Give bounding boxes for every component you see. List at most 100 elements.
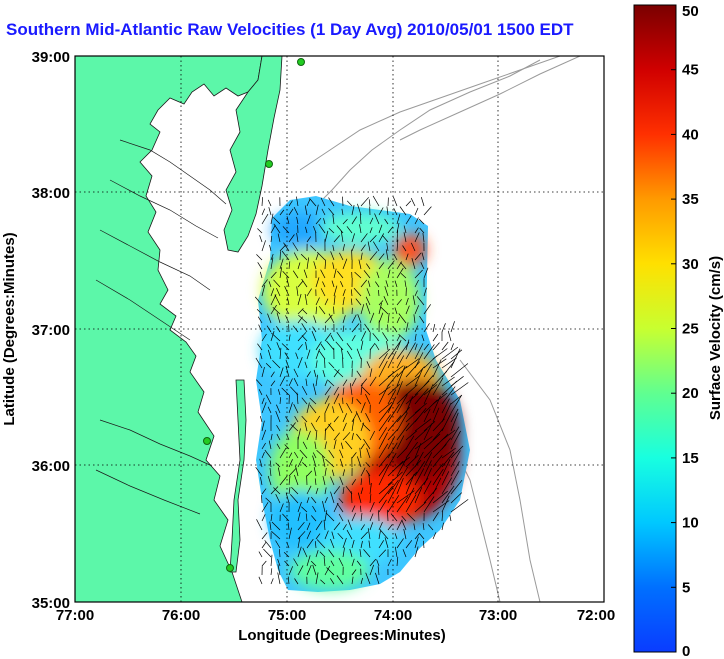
y-tick: 35:00 [32, 595, 70, 612]
velocity-arrow [414, 343, 424, 360]
velocity-arrow [387, 383, 400, 396]
velocity-arrow [284, 352, 290, 360]
velocity-arrow [279, 347, 282, 360]
velocity-arrow [302, 309, 308, 315]
velocity-arrow [351, 452, 357, 459]
velocity-arrow [360, 540, 363, 549]
velocity-arrow [285, 416, 290, 423]
y-tick: 38:00 [32, 185, 70, 202]
velocity-arrow [441, 459, 451, 477]
velocity-arrow [378, 443, 389, 459]
velocity-arrow [405, 417, 419, 432]
velocity-arrow [312, 383, 317, 396]
velocity-arrow [432, 490, 448, 504]
velocity-arrow [315, 253, 319, 261]
velocity-arrow [441, 447, 456, 459]
velocity-arrow [273, 217, 281, 225]
radar-sites [203, 58, 305, 572]
velocity-arrow [324, 230, 329, 243]
velocity-arrow [351, 419, 355, 432]
velocity-arrow [360, 279, 368, 288]
velocity-arrow [414, 477, 429, 495]
velocity-arrow [450, 343, 454, 351]
velocity-arrow [369, 251, 378, 261]
velocity-arrow [330, 560, 335, 567]
colorbar-tick: 35 [682, 191, 699, 208]
velocity-arrow [285, 315, 290, 324]
velocity-arrow [414, 207, 419, 216]
velocity-arrow [279, 367, 284, 378]
velocity-arrow [405, 358, 420, 369]
velocity-arrow [354, 271, 362, 279]
velocity-arrow [257, 316, 263, 324]
velocity-arrow [279, 267, 283, 279]
velocity-arrow [330, 491, 335, 504]
velocity-arrow [360, 402, 366, 414]
velocity-arrow [265, 394, 272, 405]
velocity-arrow [324, 497, 328, 504]
velocity-arrow [423, 363, 432, 378]
coastline-detail [95, 139, 227, 515]
velocity-arrow [268, 440, 272, 450]
colorbar-tick: 50 [682, 3, 699, 20]
velocity-arrow [306, 564, 312, 576]
velocity-arrow [336, 225, 344, 234]
velocity-arrow [301, 506, 308, 513]
velocity-arrow [288, 467, 297, 477]
velocity-arrow [312, 455, 317, 468]
velocity-arrow [255, 466, 263, 477]
velocity-arrow [306, 402, 310, 414]
velocity-arrow [297, 565, 304, 576]
velocity-arrow [369, 522, 374, 531]
velocity-arrow [310, 422, 317, 432]
velocity-arrow [275, 494, 281, 504]
velocity-arrow [396, 381, 403, 396]
velocity-arrow [342, 413, 348, 423]
velocity-arrow [396, 239, 399, 252]
velocity-arrow [351, 216, 357, 225]
velocity-arrow [423, 304, 431, 315]
velocity-arrow [324, 510, 328, 522]
velocity-arrow [351, 377, 357, 387]
velocity-arrow [346, 200, 353, 207]
map-title: Southern Mid-Atlantic Raw Velocities (1 … [6, 20, 574, 39]
velocity-arrow [313, 315, 317, 324]
velocity-arrow [403, 528, 407, 540]
velocity-arrow [315, 487, 319, 495]
velocity-arrow [287, 576, 290, 585]
velocity-arrow [378, 312, 384, 324]
velocity-arrow [270, 486, 279, 495]
velocity-arrow [342, 289, 346, 297]
velocity-arrow [315, 360, 318, 369]
velocity-arrow [405, 435, 415, 450]
velocity-arrow [369, 558, 377, 567]
velocity-arrow [450, 426, 460, 441]
velocity-arrow [405, 494, 417, 513]
velocity-arrow [387, 341, 401, 360]
velocity-arrow [378, 384, 389, 405]
velocity-arrow [271, 521, 281, 531]
velocity-arrow [387, 495, 400, 513]
velocity-arrow [276, 287, 281, 297]
velocity-arrow [378, 481, 393, 495]
velocity-arrow [342, 258, 348, 270]
velocity-arrow [326, 340, 335, 351]
velocity-arrow [301, 386, 308, 396]
velocity-arrow [259, 416, 263, 423]
velocity-arrow [324, 565, 331, 576]
velocity-arrow [361, 386, 371, 396]
x-tick: 76:00 [162, 607, 200, 624]
velocity-arrow [387, 415, 402, 432]
velocity-arrow [279, 251, 281, 261]
velocity-arrow [270, 514, 273, 522]
velocity-arrow [432, 532, 437, 540]
velocity-arrow [349, 383, 353, 396]
velocity-arrow [387, 403, 400, 423]
velocity-arrow [315, 549, 319, 558]
velocity-arrow [414, 269, 423, 279]
velocity-arrow [357, 492, 362, 504]
velocity-arrow [297, 344, 303, 351]
velocity-arrow [332, 244, 335, 252]
velocity-arrow [306, 349, 311, 360]
velocity-arrow [337, 532, 344, 540]
